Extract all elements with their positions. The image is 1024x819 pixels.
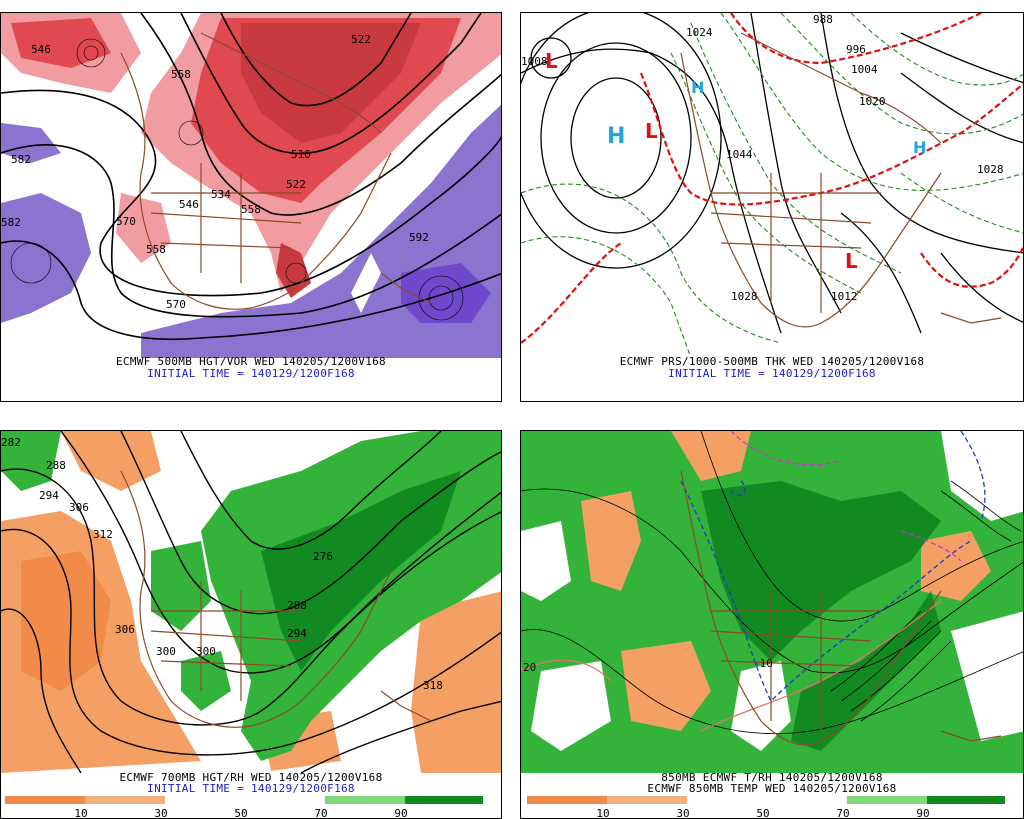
contour-label: 294 xyxy=(287,627,307,640)
contour-label: 988 xyxy=(813,13,833,26)
contour-label: 558 xyxy=(241,203,261,216)
legend-tick: 10 xyxy=(596,807,610,819)
legend-tick: 70 xyxy=(836,807,850,819)
panel-850mb-t-rh: -10 20 850MB ECMWF T/RH 140205/1200V168 … xyxy=(520,430,1024,819)
legend-tick: 10 xyxy=(74,807,88,819)
contour-label: 288 xyxy=(46,459,66,472)
panel-init-time: INITIAL TIME = 140129/1200F168 xyxy=(147,367,355,380)
low-pressure-symbol: L xyxy=(845,249,858,273)
high-pressure-symbol: H xyxy=(607,124,625,149)
contour-label: 312 xyxy=(93,528,113,541)
contour-label: 1044 xyxy=(726,148,753,161)
rh-color-legend: 10 30 50 70 90 xyxy=(527,796,1005,818)
contour-label: 582 xyxy=(11,153,31,166)
legend-tick: 90 xyxy=(394,807,408,819)
legend-tick: 50 xyxy=(756,807,770,819)
low-pressure-symbol: L xyxy=(645,119,658,143)
map-850mb: -10 20 xyxy=(521,431,1023,773)
panel-caption: ECMWF 700MB HGT/RH WED 140205/1200V168 xyxy=(119,771,383,784)
contour-label: 510 xyxy=(291,148,311,161)
contour-label: 1012 xyxy=(831,290,858,303)
legend-tick: 90 xyxy=(916,807,930,819)
contour-label: 306 xyxy=(69,501,89,514)
contour-label: 1024 xyxy=(686,26,713,39)
contour-label: 20 xyxy=(523,661,536,674)
legend-tick: 70 xyxy=(314,807,328,819)
map-500mb: 546 570 558 510 522 534 546 558 582 570 … xyxy=(1,13,501,358)
contour-label: 592 xyxy=(409,231,429,244)
contour-label: 1004 xyxy=(851,63,878,76)
contour-label: 288 xyxy=(287,599,307,612)
contour-label: 558 xyxy=(146,243,166,256)
contour-label: 522 xyxy=(286,178,306,191)
map-700mb: 282 288 294 300 306 312 306 300 288 276 … xyxy=(1,431,501,773)
contour-label: -10 xyxy=(753,657,773,670)
contour-label: 546 xyxy=(31,43,51,56)
legend-tick: 30 xyxy=(154,807,168,819)
contour-label: 276 xyxy=(313,550,333,563)
contour-label: 318 xyxy=(423,679,443,692)
contour-label: 1028 xyxy=(731,290,758,303)
high-pressure-symbol: H xyxy=(691,78,704,97)
contour-label: 300 xyxy=(196,645,216,658)
contour-label: 306 xyxy=(115,623,135,636)
panel-prs-thk: H H H L L L 1008 1044 1024 1020 1028 102… xyxy=(520,12,1024,402)
panel-init-time: INITIAL TIME = 140129/1200F168 xyxy=(668,367,876,380)
contour-label: 546 xyxy=(179,198,199,211)
map-prs-thk: H H H L L L 1008 1044 1024 1020 1028 102… xyxy=(521,13,1023,358)
contour-label: 534 xyxy=(211,188,231,201)
contour-label: 294 xyxy=(39,489,59,502)
legend-tick: 50 xyxy=(234,807,248,819)
panel-caption: 850MB ECMWF T/RH 140205/1200V168 xyxy=(661,771,883,784)
contour-label: 1028 xyxy=(977,163,1004,176)
contour-label: 570 xyxy=(166,298,186,311)
high-pressure-symbol: H xyxy=(913,138,926,157)
panel-500mb-hgt-vor: 546 570 558 510 522 534 546 558 582 570 … xyxy=(0,12,502,402)
low-pressure-symbol: L xyxy=(545,49,558,73)
contour-label: 300 xyxy=(156,645,176,658)
contour-label: 522 xyxy=(351,33,371,46)
contour-label: 582 xyxy=(1,216,21,229)
panel-caption-secondary: ECMWF 850MB TEMP WED 140205/1200V168 xyxy=(647,782,897,795)
panel-caption: ECMWF PRS/1000-500MB THK WED 140205/1200… xyxy=(619,355,925,368)
contour-label: 282 xyxy=(1,436,21,449)
panel-caption: ECMWF 500MB HGT/VOR WED 140205/1200V168 xyxy=(116,355,386,368)
panel-700mb-hgt-rh: 282 288 294 300 306 312 306 300 288 276 … xyxy=(0,430,502,819)
contour-label: 570 xyxy=(116,215,136,228)
contour-label: 1020 xyxy=(859,95,886,108)
contour-label: 996 xyxy=(846,43,866,56)
contour-label: 558 xyxy=(171,68,191,81)
rh-color-legend: 10 30 50 70 90 xyxy=(5,796,483,818)
contour-label: 1008 xyxy=(521,55,548,68)
panel-init-time: INITIAL TIME = 140129/1200F168 xyxy=(147,782,355,795)
legend-tick: 30 xyxy=(676,807,690,819)
